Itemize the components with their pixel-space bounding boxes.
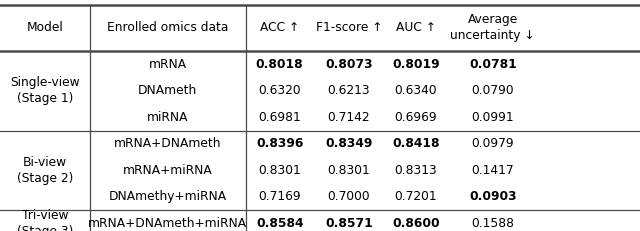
Text: Bi-view
(Stage 2): Bi-view (Stage 2) (17, 156, 73, 185)
Text: 0.1588: 0.1588 (471, 217, 515, 230)
Text: 0.8073: 0.8073 (325, 58, 372, 71)
Text: 0.8584: 0.8584 (256, 217, 303, 230)
Text: 0.7142: 0.7142 (328, 111, 370, 124)
Text: 0.8019: 0.8019 (392, 58, 440, 71)
Text: 0.8301: 0.8301 (259, 164, 301, 177)
Text: 0.0903: 0.0903 (469, 190, 516, 204)
Text: 0.0790: 0.0790 (472, 84, 514, 97)
Text: DNAmethy+miRNA: DNAmethy+miRNA (109, 190, 227, 204)
Text: Single-view
(Stage 1): Single-view (Stage 1) (10, 76, 79, 105)
Text: 0.6213: 0.6213 (328, 84, 370, 97)
Text: DNAmeth: DNAmeth (138, 84, 197, 97)
Text: ACC ↑: ACC ↑ (260, 21, 300, 34)
Text: Tri-view
(Stage 3): Tri-view (Stage 3) (17, 209, 73, 231)
Text: 0.6340: 0.6340 (395, 84, 437, 97)
Text: 0.8349: 0.8349 (325, 137, 372, 150)
Text: 0.8301: 0.8301 (328, 164, 370, 177)
Text: miRNA: miRNA (147, 111, 188, 124)
Text: Model: Model (26, 21, 63, 34)
Text: 0.6969: 0.6969 (395, 111, 437, 124)
Text: AUC ↑: AUC ↑ (396, 21, 436, 34)
Text: 0.7201: 0.7201 (395, 190, 437, 204)
Text: Average
uncertainty ↓: Average uncertainty ↓ (451, 13, 535, 42)
Text: 0.8600: 0.8600 (392, 217, 440, 230)
Text: 0.0991: 0.0991 (472, 111, 514, 124)
Text: Enrolled omics data: Enrolled omics data (107, 21, 228, 34)
Text: 0.7000: 0.7000 (328, 190, 370, 204)
Text: 0.8396: 0.8396 (256, 137, 303, 150)
Text: 0.6981: 0.6981 (259, 111, 301, 124)
Text: 0.0781: 0.0781 (469, 58, 516, 71)
Text: 0.8313: 0.8313 (395, 164, 437, 177)
Text: mRNA+miRNA: mRNA+miRNA (123, 164, 212, 177)
Text: 0.6320: 0.6320 (259, 84, 301, 97)
Text: mRNA+DNAmeth: mRNA+DNAmeth (114, 137, 221, 150)
Text: 0.8018: 0.8018 (256, 58, 303, 71)
Text: 0.7169: 0.7169 (259, 190, 301, 204)
Text: 0.1417: 0.1417 (472, 164, 514, 177)
Text: 0.8571: 0.8571 (325, 217, 372, 230)
Text: 0.0979: 0.0979 (472, 137, 514, 150)
Text: mRNA: mRNA (148, 58, 187, 71)
Text: mRNA+DNAmeth+miRNA: mRNA+DNAmeth+miRNA (88, 217, 247, 230)
Text: F1-score ↑: F1-score ↑ (316, 21, 382, 34)
Text: 0.8418: 0.8418 (392, 137, 440, 150)
